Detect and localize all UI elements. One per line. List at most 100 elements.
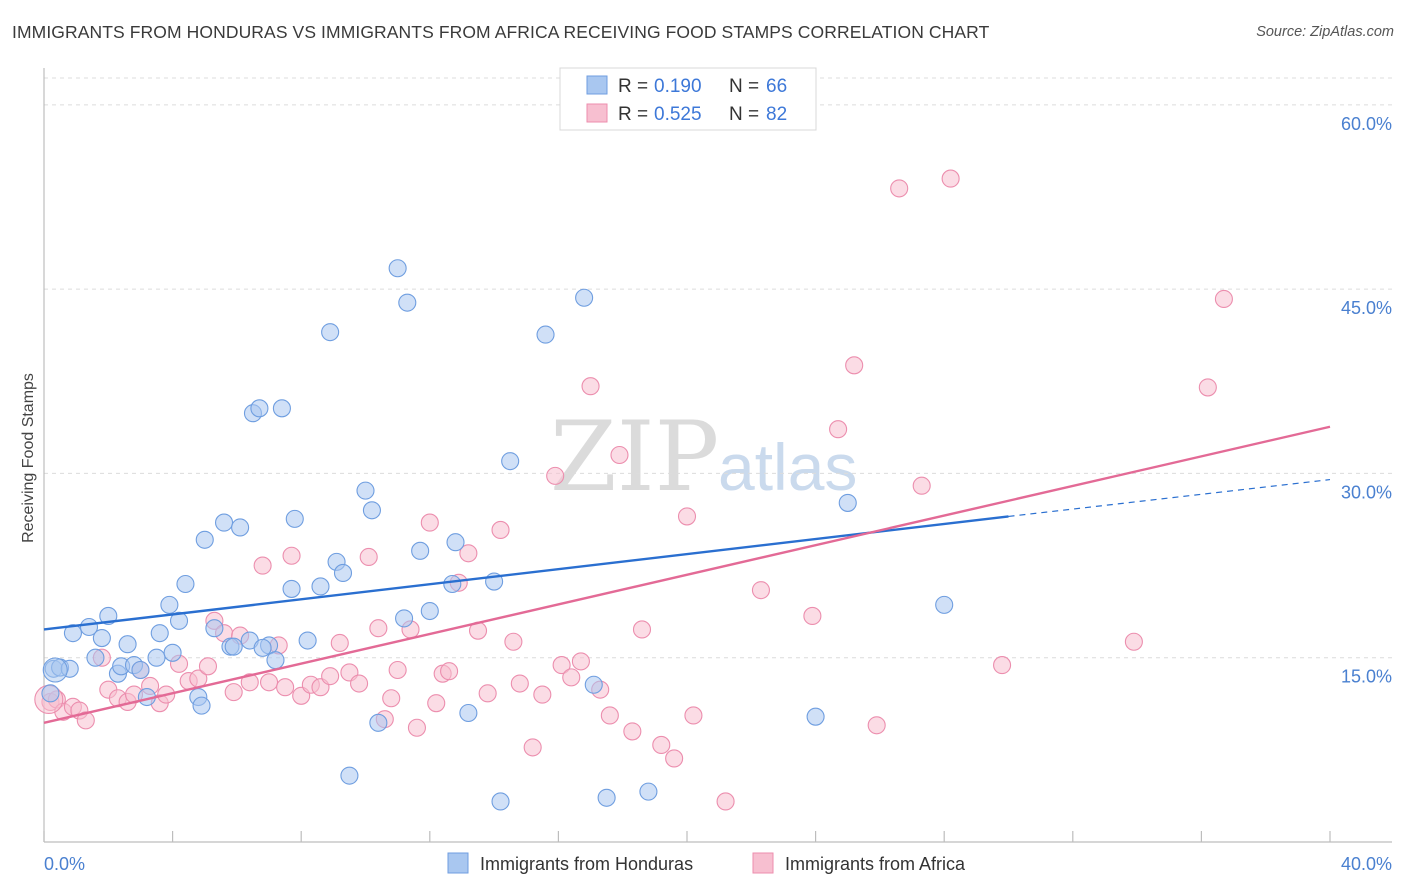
x-tick-label-min: 0.0% — [44, 854, 85, 874]
honduras-point — [388, 259, 407, 278]
honduras-point — [92, 629, 111, 648]
africa-point — [546, 466, 565, 485]
africa-point — [829, 420, 848, 439]
legend-swatch-honduras — [586, 75, 608, 95]
africa-point — [427, 694, 446, 713]
honduras-point — [369, 713, 388, 732]
y-tick-label: 30.0% — [1341, 482, 1392, 502]
africa-point — [803, 606, 822, 625]
honduras-point — [285, 509, 304, 528]
africa-point — [867, 716, 886, 735]
honduras-point — [118, 635, 137, 654]
africa-point — [76, 711, 95, 730]
gridlines — [44, 77, 1392, 659]
series-africa-points — [34, 169, 1233, 811]
africa-point — [253, 556, 272, 575]
africa-point — [552, 656, 571, 675]
trend-lines — [43, 425, 1331, 724]
africa-point — [652, 735, 671, 754]
watermark-zip: ZIP — [550, 401, 719, 513]
africa-point — [420, 513, 439, 532]
africa-point — [912, 476, 931, 495]
africa-point — [407, 718, 426, 737]
africa-point — [1124, 632, 1143, 651]
honduras-point — [224, 637, 243, 656]
honduras-point — [176, 574, 195, 594]
africa-point — [198, 657, 218, 676]
x-axis-ticks — [43, 831, 1331, 842]
honduras-point — [250, 399, 269, 418]
honduras-point — [63, 624, 82, 643]
africa-point — [440, 662, 459, 681]
legend-n-value-africa: 82 — [766, 104, 787, 125]
legend-n-label-honduras: N = — [729, 76, 759, 97]
africa-point — [459, 544, 478, 563]
africa-point — [533, 685, 552, 704]
series-legend: Immigrants from Honduras Immigrants from… — [447, 852, 966, 874]
honduras-point — [192, 696, 211, 715]
honduras-point — [99, 606, 118, 625]
honduras-point — [231, 518, 250, 537]
honduras-point-cluster — [42, 657, 68, 683]
honduras-point — [459, 703, 478, 723]
africa-point — [571, 652, 590, 671]
bottom-legend-label-honduras: Immigrants from Honduras — [480, 854, 693, 874]
africa-point — [600, 706, 619, 725]
honduras-point — [420, 601, 439, 621]
honduras-point — [131, 660, 150, 680]
honduras-point — [536, 325, 555, 344]
africa-point — [259, 673, 279, 692]
africa-point — [993, 656, 1012, 675]
x-tick-label-max: 40.0% — [1341, 854, 1392, 874]
africa-point — [282, 546, 301, 565]
series-honduras-points — [41, 259, 954, 811]
africa-point — [632, 620, 652, 639]
honduras-point — [214, 513, 234, 532]
honduras-point — [362, 501, 381, 520]
honduras-point — [443, 574, 462, 594]
chart-title: IMMIGRANTS FROM HONDURAS VS IMMIGRANTS F… — [12, 22, 990, 42]
africa-point — [610, 445, 629, 465]
legend-r-label-africa: R = — [618, 104, 648, 125]
africa-point — [1198, 378, 1217, 397]
africa-point — [369, 619, 388, 638]
bottom-legend-swatch-africa — [752, 852, 774, 874]
honduras-point — [356, 481, 375, 500]
legend-r-value-africa: 0.525 — [654, 104, 702, 125]
legend-swatch-africa — [586, 103, 608, 123]
y-tick-labels: 15.0% 30.0% 45.0% 60.0% — [1341, 114, 1392, 687]
africa-point — [751, 581, 770, 600]
honduras-point — [321, 323, 340, 342]
africa-point — [504, 632, 523, 651]
y-tick-label: 15.0% — [1341, 667, 1392, 687]
legend-r-label-honduras: R = — [618, 76, 648, 97]
honduras-point — [41, 684, 60, 703]
africa-point — [240, 673, 259, 692]
africa-point — [321, 667, 340, 686]
africa-point — [1214, 289, 1233, 309]
honduras-point — [838, 493, 857, 512]
africa-point — [684, 706, 703, 725]
honduras-point — [311, 577, 330, 596]
africa-point — [382, 689, 401, 708]
legend-n-value-honduras: 66 — [766, 76, 787, 97]
africa-point — [941, 169, 960, 188]
africa-point — [478, 684, 497, 703]
africa-point — [677, 507, 697, 526]
honduras-point — [340, 766, 359, 785]
africa-point — [623, 722, 642, 741]
africa-point — [224, 683, 243, 702]
honduras-point — [806, 707, 825, 726]
honduras-point — [86, 648, 105, 667]
trend-line-africa — [43, 425, 1331, 724]
africa-point — [665, 749, 684, 768]
stats-legend: R = 0.190 N = 66 R = 0.525 N = 82 — [559, 67, 817, 131]
africa-point — [388, 660, 407, 680]
y-tick-label: 45.0% — [1341, 298, 1392, 318]
honduras-point — [575, 288, 594, 307]
honduras-point — [597, 788, 616, 807]
honduras-point — [501, 452, 520, 471]
africa-point — [581, 377, 600, 396]
honduras-point — [282, 579, 301, 598]
